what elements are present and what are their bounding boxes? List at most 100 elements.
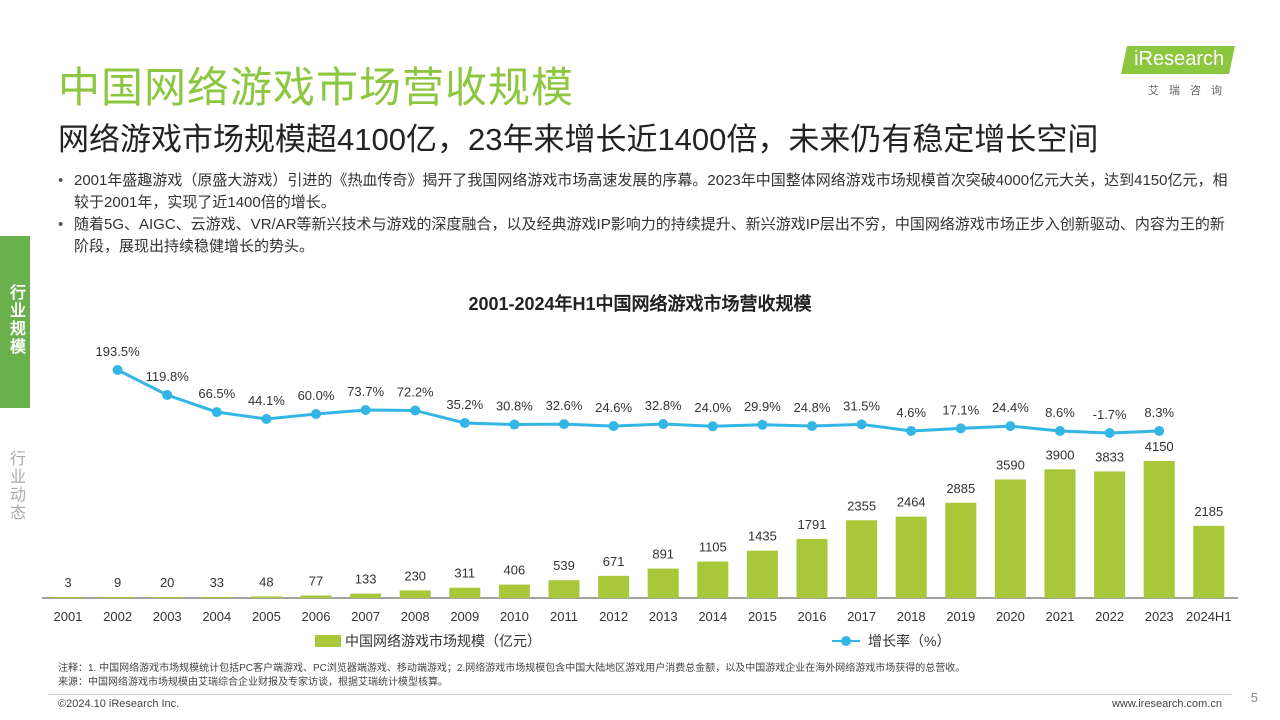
x-tick-label: 2024H1 (1186, 609, 1232, 624)
bar (697, 561, 729, 598)
bar (52, 597, 84, 598)
copyright: ©2024.10 iResearch Inc. (58, 698, 180, 710)
growth-value-label: 73.7% (347, 384, 384, 399)
growth-point (658, 419, 669, 430)
bar-value-label: 2464 (897, 495, 926, 510)
bar-value-label: 3590 (996, 457, 1025, 472)
growth-value-label: 24.6% (595, 400, 632, 415)
bar (1143, 461, 1175, 598)
bar-value-label: 3900 (1046, 447, 1075, 462)
bar-value-label: 2355 (847, 498, 876, 513)
bar-value-label: 3 (64, 575, 71, 590)
growth-value-label: 72.2% (397, 384, 434, 399)
bar (598, 575, 630, 598)
growth-point (807, 421, 817, 431)
x-tick-label: 2004 (202, 609, 231, 624)
bar (895, 516, 927, 598)
legend-line-swatch (832, 636, 860, 646)
bar (1193, 525, 1225, 598)
growth-value-label: 44.1% (248, 393, 285, 408)
growth-value-label: 17.1% (942, 402, 979, 417)
growth-point (211, 407, 222, 418)
chart-title: 2001-2024年H1中国网络游戏市场营收规模 (468, 294, 812, 314)
growth-value-label: 35.2% (446, 397, 483, 412)
bar (498, 584, 530, 598)
legend-label: 中国网络游戏市场规模（亿元） (345, 633, 541, 649)
x-tick-label: 2016 (798, 609, 827, 624)
growth-point (162, 390, 173, 400)
website-link[interactable]: www.iresearch.com.cn (1111, 698, 1222, 710)
growth-value-label: 24.8% (794, 400, 831, 415)
bullet-item: 随着5G、AIGC、云游戏、VR/AR等新兴技术与游戏的深度融合，以及经典游戏I… (58, 214, 1238, 258)
bar-value-label: 48 (259, 574, 273, 589)
bar-value-label: 671 (603, 554, 625, 569)
growth-point (1104, 428, 1115, 438)
bar (796, 538, 828, 598)
x-tick-label: 2017 (847, 609, 876, 624)
x-tick-label: 2008 (401, 609, 430, 624)
growth-point (112, 365, 123, 375)
growth-point (261, 414, 272, 424)
bar (945, 502, 977, 598)
side-tab-industry-news[interactable]: 行业动态 (0, 450, 30, 550)
bar (647, 568, 679, 598)
x-tick-label: 2001 (54, 609, 83, 624)
bar-value-label: 1105 (699, 540, 727, 555)
growth-value-label: 29.9% (744, 399, 781, 414)
bar-value-label: 1791 (798, 517, 827, 532)
growth-point (509, 419, 520, 430)
growth-value-label: 31.5% (843, 398, 880, 413)
bar-value-label: 539 (553, 558, 575, 573)
bar-value-label: 33 (210, 575, 224, 590)
x-tick-label: 2002 (103, 609, 132, 624)
x-tick-label: 2003 (153, 609, 182, 624)
x-tick-label: 2018 (897, 609, 926, 624)
source-text: 来源：中国网络游戏市场规模由艾瑞综合企业财报及专家访谈，根据艾瑞统计模型核算。 (58, 677, 448, 688)
growth-value-label: 32.8% (645, 398, 682, 413)
bar-value-label: 4150 (1145, 439, 1174, 454)
x-tick-label: 2023 (1145, 609, 1174, 624)
bar (151, 597, 183, 598)
x-tick-label: 2013 (649, 609, 678, 624)
growth-value-label: 4.6% (896, 405, 926, 420)
notes: 注释：1. 中国网络游戏市场规模统计包括PC客户端游戏、PC浏览器端游戏、移动端… (58, 662, 965, 690)
growth-point (1005, 421, 1016, 432)
growth-line (116, 368, 1160, 435)
growth-value-label: 24.0% (694, 400, 731, 415)
bar-value-label: 9 (114, 575, 121, 590)
legend-item-growth: 增长率（%） (832, 631, 950, 651)
growth-point (360, 405, 371, 415)
growth-value-label: 193.5% (96, 344, 141, 359)
growth-value-label: 60.0% (298, 388, 335, 403)
x-tick-label: 2014 (698, 609, 727, 624)
growth-value-label: 24.4% (992, 400, 1029, 415)
bar-value-label: 230 (404, 568, 426, 583)
x-tick-label: 2006 (302, 609, 331, 624)
growth-point (410, 405, 421, 416)
growth-point (757, 419, 768, 430)
logo-cn-text: 艾瑞咨询 (1148, 85, 1232, 97)
bar (399, 590, 431, 598)
side-tab-label: 行业动态 (7, 450, 24, 522)
growth-value-label: 8.6% (1045, 405, 1075, 420)
page-title: 中国网络游戏市场营收规模 (58, 64, 575, 111)
bar-value-label: 406 (504, 563, 526, 578)
growth-point (906, 426, 917, 436)
growth-point (459, 418, 470, 429)
growth-value-label: 8.3% (1144, 405, 1174, 420)
growth-point (707, 421, 718, 432)
growth-point (856, 419, 867, 430)
growth-point (1154, 426, 1165, 436)
x-tick-label: 2005 (252, 609, 281, 624)
x-tick-label: 2009 (450, 609, 479, 624)
side-tab-industry-scale[interactable]: 行业规模 (0, 236, 30, 408)
growth-point (1055, 426, 1065, 436)
legend-label: 增长率（%） (868, 633, 951, 649)
bar-value-label: 3833 (1095, 449, 1124, 464)
x-tick-label: 2020 (996, 609, 1025, 624)
bar (449, 587, 481, 598)
footer-divider (48, 694, 1232, 695)
bar-value-label: 2885 (946, 481, 975, 496)
x-tick-label: 2019 (946, 609, 975, 624)
bar (201, 596, 233, 598)
